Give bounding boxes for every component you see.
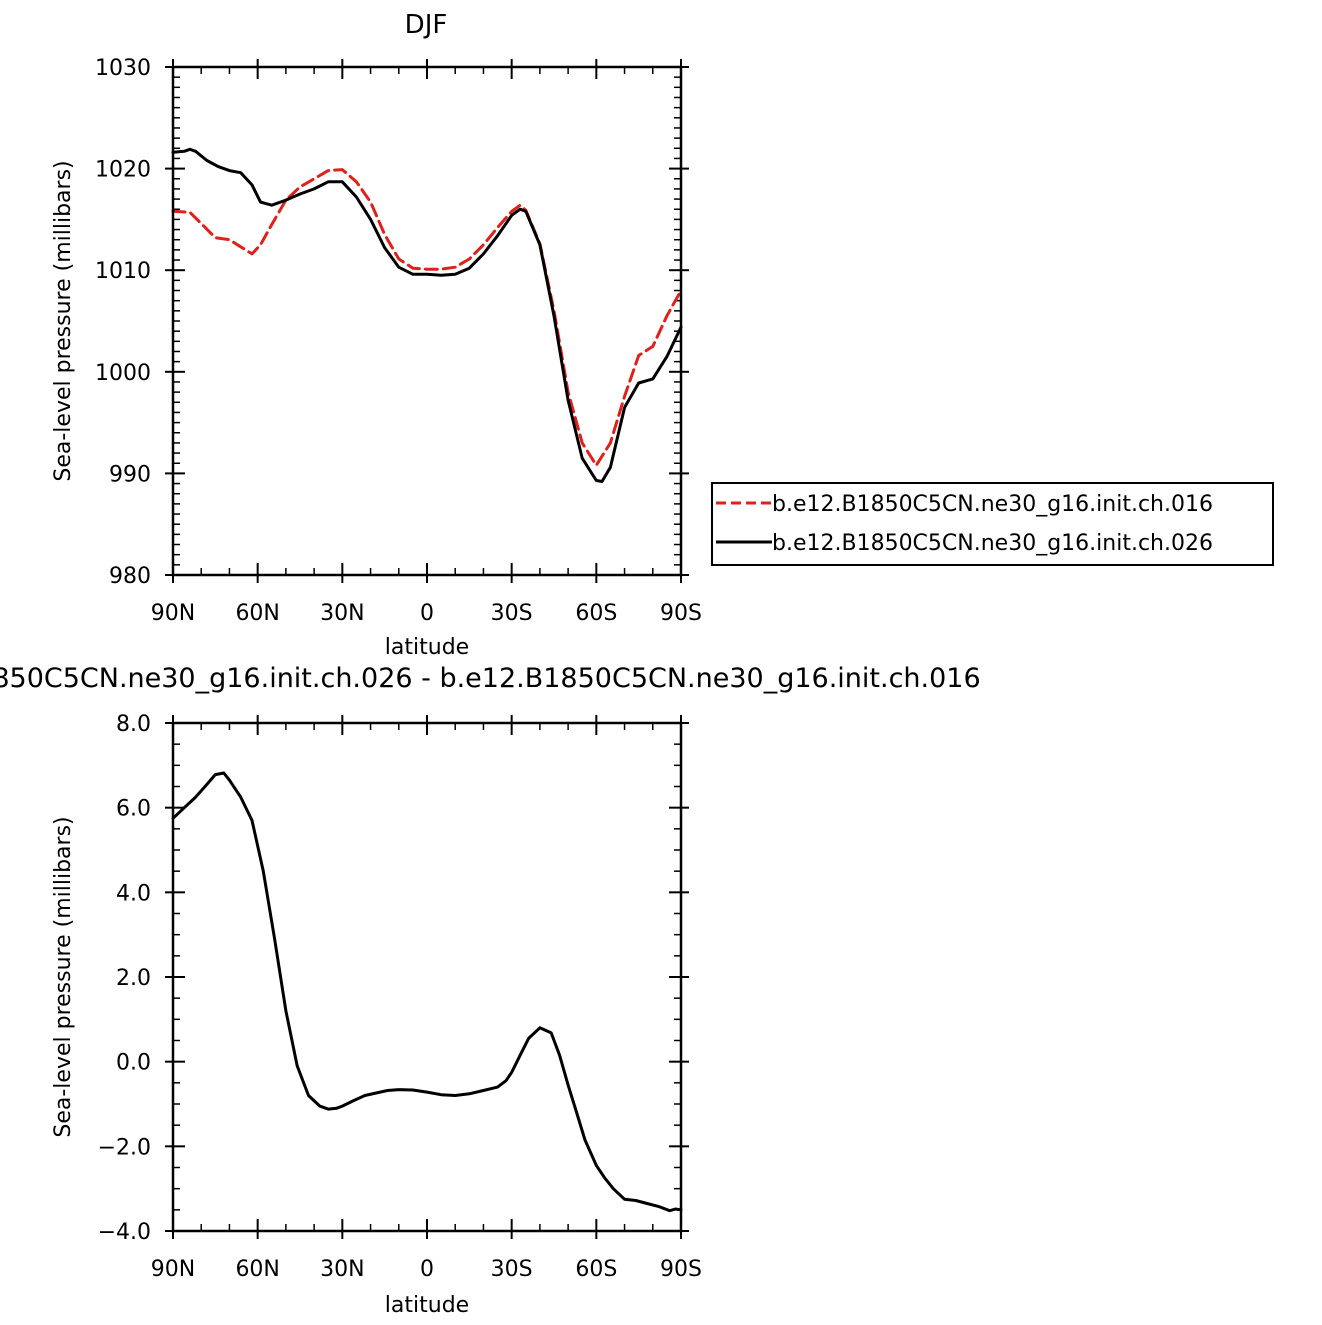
x-tick-label: 90N	[151, 601, 195, 626]
plot-frame-diff	[171, 721, 683, 1233]
y-axis-label-diff: Sea-level pressure (millibars)	[51, 816, 76, 1137]
legend: b.e12.B1850C5CN.ne30_g16.init.ch.016 b.e…	[711, 482, 1274, 566]
x-tick-label: 60N	[235, 601, 279, 626]
x-axis-label-diff: latitude	[385, 1293, 469, 1318]
difference-title: b.e12.B1850C5CN.ne30_g16.init.ch.026 - b…	[0, 663, 981, 694]
y-tick-label: 8.0	[116, 712, 151, 737]
y-tick-label: 1000	[95, 361, 151, 386]
y-axis-label: Sea-level pressure (millibars)	[51, 160, 76, 481]
y-tick-label: 980	[109, 564, 151, 589]
y-tick-label: −4.0	[98, 1220, 151, 1245]
x-tick-label: 90S	[660, 601, 702, 626]
bottom-panel: b.e12.B1850C5CN.ne30_g16.init.ch.026 - b…	[0, 663, 981, 1318]
y-tick-label: 1020	[95, 158, 151, 183]
plot-frame	[171, 65, 683, 577]
chart-title: DJF	[405, 10, 448, 40]
legend-box	[711, 482, 1274, 566]
x-tick-label: 60S	[575, 601, 617, 626]
x-tick-label: 90N	[151, 1257, 195, 1282]
y-tick-label: 1030	[95, 56, 151, 81]
series-line-difference	[171, 771, 683, 1213]
x-tick-label: 30S	[491, 601, 533, 626]
legend-entry-026: b.e12.B1850C5CN.ne30_g16.init.ch.026	[772, 531, 1213, 556]
top-panel: DJF 90N 60N 30N 0 30S 60S 90S 980 990 1000 1010 102…	[51, 10, 1274, 660]
y-tick-label: 4.0	[116, 881, 151, 906]
y-tick-label: 1010	[95, 259, 151, 284]
y-tick-label: 6.0	[116, 797, 151, 822]
y-tick-label: 0.0	[116, 1051, 151, 1076]
x-tick-label: 60N	[235, 1257, 279, 1282]
y-tick-label: 2.0	[116, 966, 151, 991]
x-tick-label: 30N	[320, 1257, 364, 1282]
series-line-016	[171, 168, 683, 467]
x-tick-label: 90S	[660, 1257, 702, 1282]
legend-entry-016: b.e12.B1850C5CN.ne30_g16.init.ch.016	[772, 492, 1213, 517]
series-line-026	[171, 147, 683, 483]
x-tick-label: 0	[420, 601, 434, 626]
x-tick-label: 30S	[491, 1257, 533, 1282]
y-tick-label: 990	[109, 462, 151, 487]
x-axis-label: latitude	[385, 635, 469, 660]
x-tick-label: 30N	[320, 601, 364, 626]
x-tick-label: 60S	[575, 1257, 617, 1282]
x-tick-label: 0	[420, 1257, 434, 1282]
y-tick-label: −2.0	[98, 1135, 151, 1160]
